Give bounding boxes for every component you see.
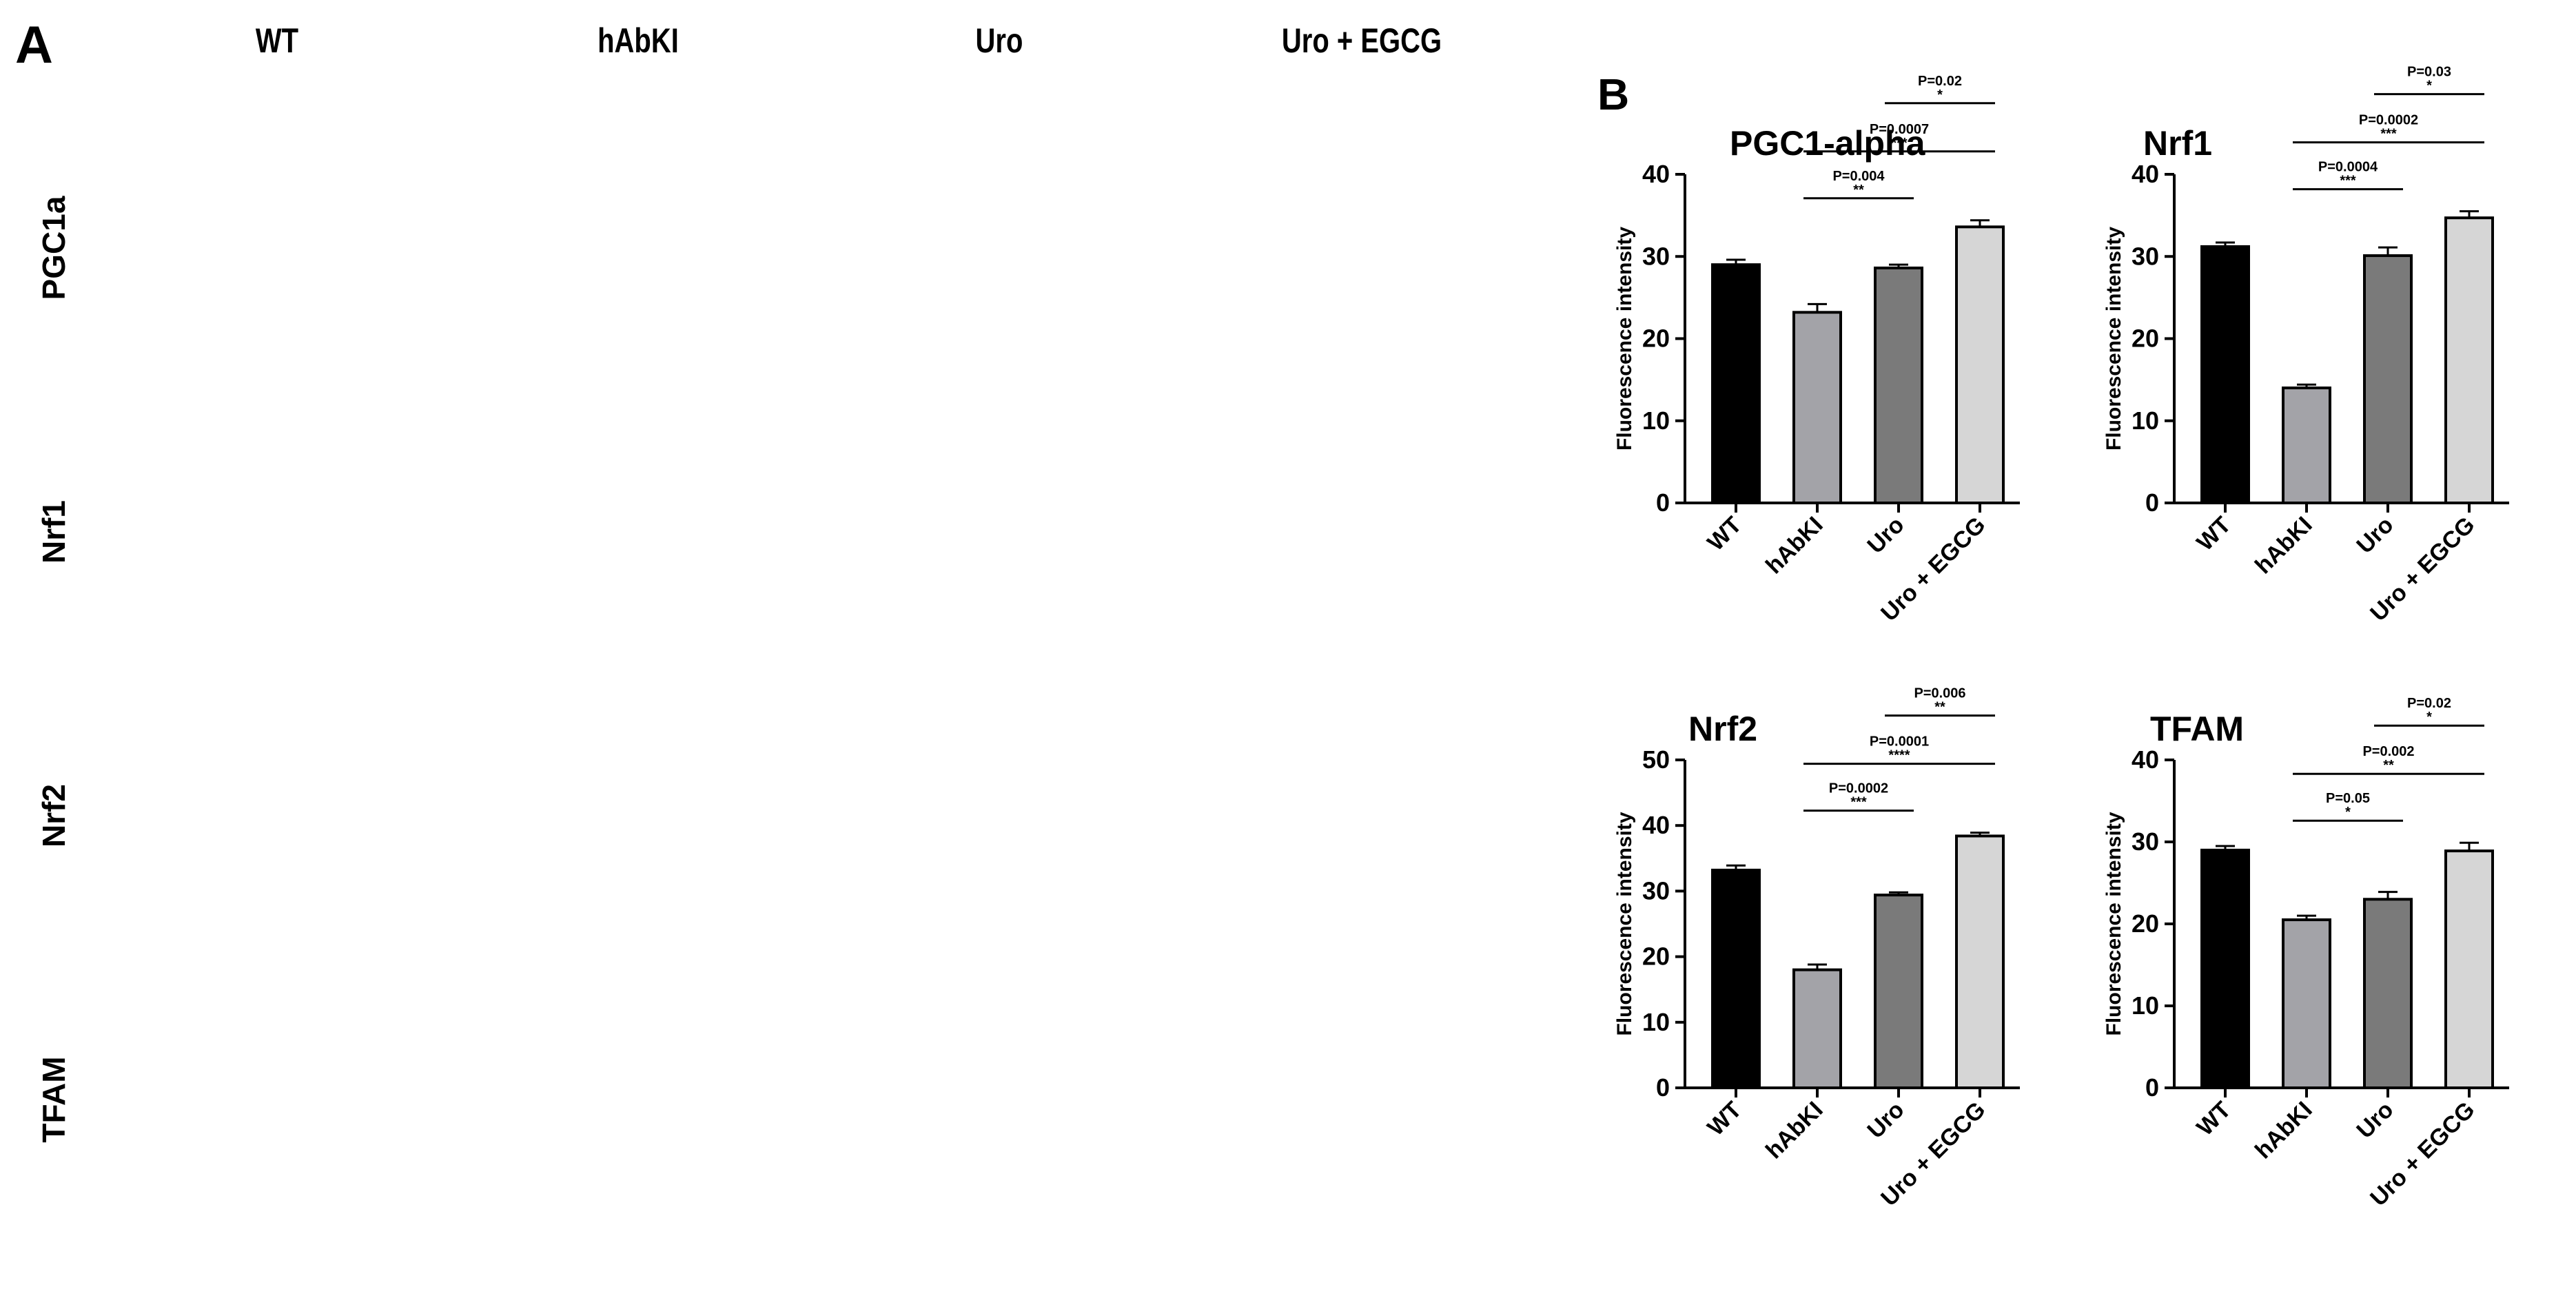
pgc1-alpha-stars: * <box>1937 87 1943 103</box>
tfam-y-tick-label: 0 <box>2145 1073 2159 1102</box>
tfam-y-tick-label: 20 <box>2132 909 2159 938</box>
row-header-nrf1: Nrf1 <box>36 499 72 564</box>
panel-a-letter: A <box>15 16 53 74</box>
pgc1-alpha-y-tick-label: 30 <box>1642 242 1670 270</box>
pgc1-alpha-y-tick-label: 10 <box>1642 406 1670 435</box>
pgc1-alpha-bar-uro <box>1874 266 1923 504</box>
panel-b-letter: B <box>1597 70 1630 119</box>
tfam-bar-habki <box>2282 918 2331 1089</box>
nrf2-p-value: P=0.0002 <box>1829 781 1888 796</box>
nrf1-y-axis-label: Fluorescence intensity <box>2103 227 2125 451</box>
tfam-x-tick-label: Uro <box>2351 1097 2398 1144</box>
pgc1-alpha-y-tick-label: 20 <box>1642 324 1670 353</box>
pgc1-alpha-x-tick-label: hAbKI <box>1761 512 1828 579</box>
column-header-habki: hAbKI <box>597 21 679 60</box>
tfam-x-tick-label: hAbKI <box>2250 1097 2318 1164</box>
nrf2-y-tick-label: 50 <box>1642 745 1670 774</box>
column-header-uro-egcg: Uro + EGCG <box>1281 21 1442 60</box>
nrf2-stars: **** <box>1888 748 1910 763</box>
tfam-y-tick-label: 30 <box>2132 827 2159 856</box>
pgc1-alpha-x-tick-label: Uro <box>1862 512 1909 559</box>
tfam-y-tick-label: 40 <box>2132 745 2159 774</box>
chart-nrf2: Nrf2 Fluorescence intensity 0 10 20 30 40 50 WT h… <box>1613 686 2205 1309</box>
nrf2-y-tick-label: 20 <box>1642 942 1670 971</box>
pgc1-alpha-p-value: P=0.004 <box>1832 169 1885 184</box>
tfam-bar-uro-egcg <box>2444 849 2494 1089</box>
column-header-uro: Uro <box>975 21 1023 60</box>
tfam-p-value: P=0.02 <box>2407 696 2451 711</box>
nrf1-stars: *** <box>2340 174 2356 189</box>
pgc1-alpha-y-tick-label: 0 <box>1656 488 1670 517</box>
pgc1-alpha-p-value: P=0.02 <box>1918 74 1962 89</box>
row-header-pgc1a: PGC1a <box>36 196 72 300</box>
nrf1-y-tick-label: 10 <box>2132 406 2159 435</box>
nrf1-stars: *** <box>2380 127 2397 142</box>
nrf1-bar-habki <box>2282 386 2331 504</box>
nrf1-x-tick-label: WT <box>2191 512 2236 556</box>
nrf1-y-tick-label: 20 <box>2132 324 2159 353</box>
nrf1-bar-uro-egcg <box>2444 216 2494 504</box>
nrf2-p-value: P=0.006 <box>1914 686 1965 701</box>
nrf2-bar-uro <box>1874 894 1923 1089</box>
nrf1-y-tick-label: 30 <box>2132 242 2159 270</box>
nrf1-stars: * <box>2426 79 2432 94</box>
chart-nrf1: Nrf1 Fluorescence intensity 0 10 20 30 40 WT hAb… <box>2102 65 2576 710</box>
column-header-wt: WT <box>255 21 299 60</box>
nrf2-y-tick-label: 40 <box>1642 811 1670 839</box>
nrf1-x-tick-label: Uro <box>2351 512 2398 559</box>
pgc1-alpha-bar-uro-egcg <box>1955 225 2005 504</box>
tfam-stars: ** <box>2383 758 2394 773</box>
tfam-stars: * <box>2345 805 2351 820</box>
tfam-x-tick-label: WT <box>2191 1097 2236 1141</box>
pgc1-alpha-stars: *** <box>1891 136 1908 151</box>
nrf2-bar-habki <box>1792 968 1842 1090</box>
row-header-tfam: TFAM <box>36 1056 72 1143</box>
chart-pgc1-alpha: PGC1-alpha Fluorescence intensity 0 10 20 30 4… <box>1613 74 2205 710</box>
pgc1-alpha-p-value: P=0.0007 <box>1870 122 1929 137</box>
tfam-p-value: P=0.002 <box>2362 744 2414 759</box>
nrf2-y-axis-label: Fluorescence intensity <box>1613 812 1636 1035</box>
tfam-p-value: P=0.05 <box>2326 791 2370 806</box>
nrf1-p-value: P=0.03 <box>2407 65 2451 80</box>
nrf1-y-tick-label: 40 <box>2132 160 2159 188</box>
pgc1-alpha-title: PGC1-alpha <box>1730 124 1926 163</box>
nrf1-bar-uro <box>2363 254 2413 504</box>
nrf2-y-tick-label: 10 <box>1642 1008 1670 1036</box>
nrf2-p-value: P=0.0001 <box>1870 734 1929 750</box>
pgc1-alpha-stars: ** <box>1853 183 1864 198</box>
nrf1-p-value: P=0.0002 <box>2359 113 2418 128</box>
row-header-nrf2: Nrf2 <box>36 783 72 848</box>
nrf2-y-tick-label: 30 <box>1642 876 1670 905</box>
tfam-bar-wt <box>2200 848 2250 1089</box>
nrf1-p-value: P=0.0004 <box>2318 160 2378 175</box>
pgc1-alpha-x-tick-label: WT <box>1702 512 1746 556</box>
nrf1-x-tick-label: hAbKI <box>2250 512 2318 579</box>
tfam-y-tick-label: 10 <box>2132 991 2159 1020</box>
tfam-bar-uro <box>2363 898 2413 1089</box>
tfam-title: TFAM <box>2150 710 2244 748</box>
chart-tfam: TFAM Fluorescence intensity 0 10 20 30 40 WT hAb… <box>2102 696 2576 1309</box>
nrf2-x-tick-label: hAbKI <box>1761 1097 1828 1164</box>
pgc1-alpha-bar-wt <box>1711 263 1761 505</box>
nrf2-bar-uro-egcg <box>1955 834 2005 1089</box>
pgc1-alpha-y-tick-label: 40 <box>1642 160 1670 188</box>
nrf2-x-tick-label: Uro <box>1862 1097 1909 1144</box>
nrf2-bar-wt <box>1711 868 1761 1089</box>
pgc1-alpha-y-axis-label: Fluorescence intensity <box>1613 227 1636 451</box>
pgc1-alpha-bar-habki <box>1792 311 1842 504</box>
nrf2-stars: *** <box>1850 795 1867 810</box>
nrf2-y-tick-label: 0 <box>1656 1073 1670 1102</box>
nrf1-title: Nrf1 <box>2143 124 2212 163</box>
nrf2-title: Nrf2 <box>1688 710 1757 748</box>
nrf1-y-tick-label: 0 <box>2145 488 2159 517</box>
nrf2-stars: ** <box>1934 700 1945 715</box>
nrf1-bar-wt <box>2200 245 2250 504</box>
tfam-y-axis-label: Fluorescence intensity <box>2103 812 2125 1035</box>
tfam-stars: * <box>2426 710 2432 725</box>
nrf2-x-tick-label: WT <box>1702 1097 1746 1141</box>
